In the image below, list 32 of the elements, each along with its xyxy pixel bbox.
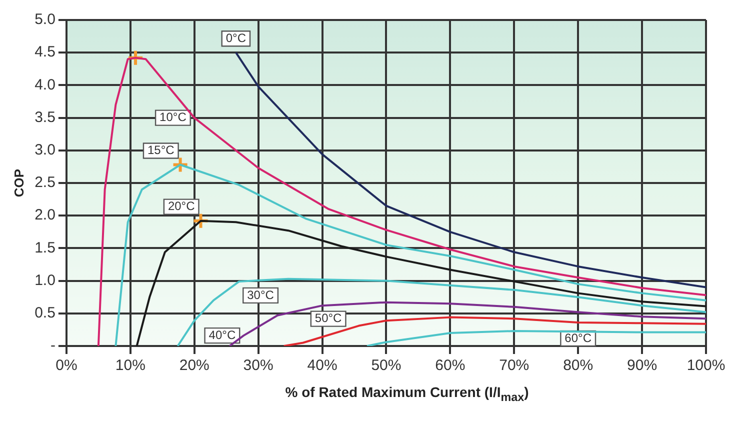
y-tick-label: 5.0 — [34, 11, 56, 28]
series-label: 15°C — [147, 143, 175, 158]
x-tick-label: 0% — [56, 357, 78, 374]
y-tick-label: - — [50, 337, 56, 354]
series-label: 30°C — [247, 288, 274, 302]
series-label: 50°C — [314, 311, 342, 326]
x-tick-label: 70% — [499, 357, 530, 374]
y-tick-label: 1.5 — [34, 239, 56, 256]
series-label: 60°C — [564, 330, 592, 345]
x-tick-label: 30% — [243, 357, 274, 374]
x-tick-label: 90% — [627, 357, 658, 374]
y-tick-label: 1.0 — [34, 272, 56, 289]
x-tick-label: 60% — [435, 357, 466, 374]
y-tick-label: 4.5 — [34, 44, 56, 61]
series-label: 0°C — [226, 30, 246, 45]
series-label: 10°C — [160, 110, 187, 124]
y-tick-label: 3.0 — [34, 142, 56, 159]
y-axis-title: COP — [11, 168, 26, 198]
series-label: 40°C — [208, 328, 236, 342]
y-tick-label: 0.5 — [34, 304, 56, 322]
x-tick-label: 20% — [179, 357, 210, 374]
x-tick-label: 100% — [686, 357, 726, 374]
y-tick-label: 2.5 — [34, 174, 56, 192]
x-axis-title: % of Rated Maximum Current (I/I$_{max}$) — [284, 384, 530, 404]
series-label: 20°C — [168, 199, 196, 214]
x-tick-label: 10% — [115, 357, 146, 374]
y-tick-label: 3.5 — [34, 108, 56, 126]
x-tick-label: 80% — [563, 357, 594, 374]
x-tick-label: 40% — [307, 357, 338, 374]
x-tick-label: 50% — [371, 357, 402, 374]
y-tick-label: 4.0 — [34, 76, 56, 94]
y-tick-label: 2.0 — [34, 206, 56, 224]
